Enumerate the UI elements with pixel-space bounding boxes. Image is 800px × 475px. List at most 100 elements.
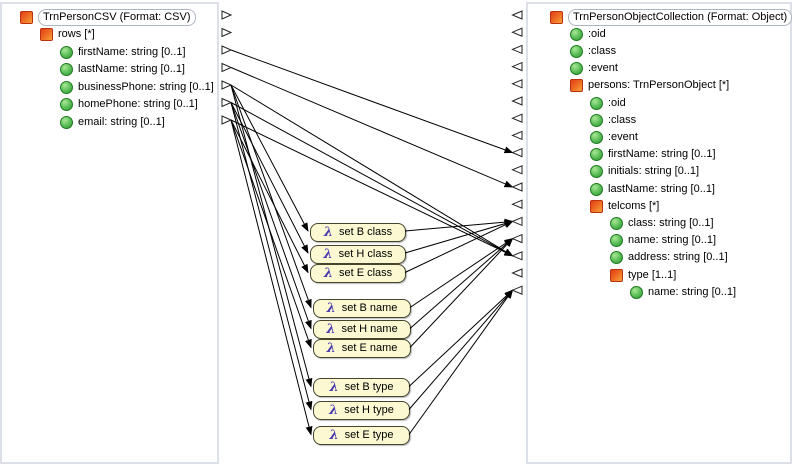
connection-line-set-b-type-to-tgt-telcoms-type-name[interactable] [408, 289, 514, 387]
tree-node-tgt-class[interactable]: :class [570, 43, 616, 60]
tree-node-tgt-persons[interactable]: persons: TrnPersonObject [*] [570, 77, 729, 94]
tree-node-tgt-event[interactable]: :event [570, 60, 618, 77]
tree-node-tgt-oid[interactable]: :oid [570, 26, 606, 43]
tree-node-tgt-root[interactable]: TrnPersonObjectCollection (Format: Objec… [550, 8, 793, 26]
tree-node-tgt-persons-initials[interactable]: initials: string [0..1] [590, 163, 699, 180]
connection-line-src-businessPhone-to-set-b-name[interactable] [230, 84, 312, 309]
output-port-src-rows[interactable] [221, 27, 233, 38]
input-port-tgt-persons[interactable] [511, 79, 523, 89]
connection-line-src-email-to-set-e-class[interactable] [230, 119, 309, 274]
lambda-function-box-set-b-name[interactable]: λ set B name [313, 299, 411, 318]
input-port-tgt-persons-event[interactable] [511, 130, 523, 141]
connection-line-set-e-type-to-tgt-telcoms-type-name[interactable] [408, 289, 514, 435]
lambda-function-box-set-h-class[interactable]: λ set H class [310, 244, 406, 264]
output-port-src-root[interactable] [221, 10, 233, 20]
field-node-icon [570, 44, 583, 58]
tree-node-label: homePhone: string [0..1] [78, 98, 198, 110]
tree-node-src-homePhone[interactable]: homePhone: string [0..1] [60, 96, 198, 113]
connection-line-set-h-type-to-tgt-telcoms-type-name[interactable] [408, 289, 514, 410]
input-port-tgt-telcoms-type-name[interactable] [511, 285, 523, 295]
lambda-function-box-set-h-type[interactable]: λ set H type [313, 401, 410, 420]
field-node-icon [570, 62, 583, 76]
input-port-tgt-root[interactable] [511, 10, 523, 20]
output-port-src-email[interactable] [221, 115, 233, 125]
lambda-label: set H type [344, 404, 394, 416]
input-port-tgt-telcoms[interactable] [511, 199, 523, 209]
tree-node-src-email[interactable]: email: string [0..1] [60, 114, 165, 131]
lambda-function-box-set-h-name[interactable]: λ set H name [313, 320, 411, 339]
connection-line-src-businessPhone-to-set-b-class[interactable] [230, 84, 309, 232]
connection-line-set-b-class-to-tgt-telcoms-class[interactable] [404, 218, 514, 232]
connection-line-src-email-to-set-e-name[interactable] [230, 119, 312, 349]
lambda-label: set E class [338, 267, 393, 279]
input-port-tgt-event[interactable] [511, 61, 523, 72]
input-port-tgt-persons-oid[interactable] [511, 96, 523, 106]
field-node-icon [60, 45, 73, 59]
tree-node-tgt-persons-firstName[interactable]: firstName: string [0..1] [590, 146, 716, 163]
input-port-tgt-persons-firstName[interactable] [511, 147, 523, 158]
source-panel: TrnPersonCSV (Format: CSV) rows [*] firstN… [0, 2, 219, 464]
connection-line-src-firstName-to-tgt-persons-firstName[interactable] [230, 49, 514, 154]
input-port-tgt-telcoms-class[interactable] [511, 216, 523, 227]
connection-line-src-homePhone-to-set-h-class[interactable] [230, 102, 309, 254]
lambda-icon: λ [329, 380, 339, 395]
field-node-icon [60, 80, 73, 94]
tree-node-src-firstName[interactable]: firstName: string [0..1] [60, 44, 186, 61]
input-port-tgt-oid[interactable] [511, 27, 523, 37]
connection-line-src-businessPhone-to-set-b-type[interactable] [230, 84, 313, 388]
tree-node-tgt-persons-event[interactable]: :event [590, 129, 638, 146]
lambda-function-box-set-e-class[interactable]: λ set E class [310, 264, 406, 283]
input-port-tgt-telcoms-type[interactable] [511, 268, 523, 278]
target-panel: TrnPersonObjectCollection (Format: Objec… [526, 2, 793, 464]
tree-node-tgt-telcoms-address[interactable]: address: string [0..1] [610, 249, 728, 266]
output-port-src-firstName[interactable] [221, 45, 233, 55]
input-port-tgt-persons-lastName[interactable] [511, 182, 523, 192]
complex-node-icon [590, 199, 603, 213]
complex-node-icon [40, 28, 53, 41]
connection-line-set-e-name-to-tgt-telcoms-name[interactable] [409, 237, 514, 348]
tree-node-tgt-persons-lastName[interactable]: lastName: string [0..1] [590, 181, 715, 198]
tree-node-label: firstName: string [0..1] [78, 45, 186, 58]
field-node-icon [590, 148, 603, 162]
tree-node-src-rows[interactable]: rows [*] [40, 26, 95, 43]
tree-node-label: name: string [0..1] [628, 234, 717, 247]
tree-node-label: initials: string [0..1] [608, 165, 700, 178]
tree-node-label: name: string [0..1] [648, 285, 737, 298]
field-node-icon [570, 27, 583, 41]
connection-line-set-h-class-to-tgt-telcoms-class[interactable] [404, 220, 514, 254]
input-port-tgt-persons-initials[interactable] [511, 165, 523, 175]
output-port-src-homePhone[interactable] [221, 97, 233, 108]
field-node-icon [610, 216, 623, 230]
connection-line-set-b-name-to-tgt-telcoms-name[interactable] [409, 238, 514, 308]
connection-line-src-lastName-to-tgt-persons-lastName[interactable] [230, 67, 514, 188]
tree-node-tgt-telcoms-type-name[interactable]: name: string [0..1] [630, 284, 736, 301]
lambda-function-box-set-e-name[interactable]: λ set E name [313, 339, 411, 358]
lambda-function-box-set-b-class[interactable]: λ set B class [310, 222, 406, 242]
input-port-tgt-persons-class[interactable] [511, 113, 523, 123]
lambda-function-box-set-b-type[interactable]: λ set B type [313, 378, 410, 397]
lambda-icon: λ [323, 224, 333, 240]
field-node-icon [590, 165, 603, 179]
tree-node-tgt-persons-class[interactable]: :class [590, 112, 636, 129]
connection-line-src-homePhone-to-set-h-name[interactable] [230, 102, 312, 330]
tree-node-src-businessPhone[interactable]: businessPhone: string [0..1] [60, 79, 214, 96]
lambda-icon: λ [326, 322, 336, 337]
connection-line-src-homePhone-to-set-h-type[interactable] [230, 102, 313, 411]
input-port-tgt-telcoms-address[interactable] [511, 251, 523, 261]
tree-node-tgt-telcoms-class[interactable]: class: string [0..1] [610, 215, 714, 232]
input-port-tgt-class[interactable] [511, 44, 523, 55]
connection-line-set-e-class-to-tgt-telcoms-class[interactable] [404, 220, 514, 273]
output-port-src-businessPhone[interactable] [221, 80, 233, 90]
input-port-tgt-telcoms-name[interactable] [511, 233, 523, 244]
connection-line-set-h-name-to-tgt-telcoms-name[interactable] [409, 237, 514, 329]
lambda-label: set E type [344, 429, 394, 441]
tree-node-src-lastName[interactable]: lastName: string [0..1] [60, 61, 185, 78]
tree-node-src-root[interactable]: TrnPersonCSV (Format: CSV) [20, 8, 196, 26]
connection-line-src-email-to-set-e-type[interactable] [230, 119, 313, 436]
lambda-function-box-set-e-type[interactable]: λ set E type [313, 426, 410, 445]
tree-node-tgt-telcoms-type[interactable]: type [1..1] [610, 267, 676, 284]
tree-node-tgt-persons-oid[interactable]: :oid [590, 95, 626, 112]
output-port-src-lastName[interactable] [221, 62, 233, 73]
tree-node-tgt-telcoms-name[interactable]: name: string [0..1] [610, 232, 716, 249]
tree-node-tgt-telcoms[interactable]: telcoms [*] [590, 198, 659, 215]
